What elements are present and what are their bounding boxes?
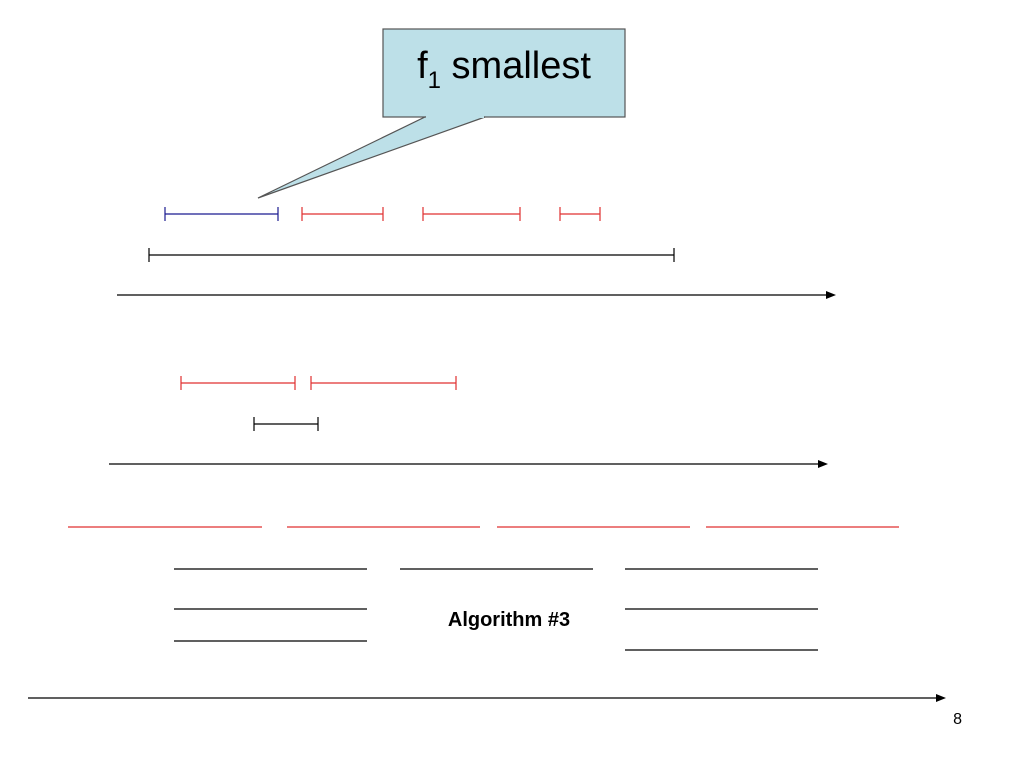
interval [148,248,675,262]
intervals-3: Algorithm #3 [28,526,946,702]
callout-main: f [417,45,428,87]
callout-suffix: smallest [441,45,591,87]
arrow-head [826,291,836,299]
arrow-head [936,694,946,702]
arrow-head [818,460,828,468]
callout-pointer [257,116,486,199]
interval [310,376,457,390]
interval [164,207,279,221]
interval [559,207,601,221]
interval [301,207,384,221]
intervals-1 [117,207,836,299]
intervals-2 [109,376,828,468]
callout-box [382,28,626,118]
page-number: 8 [953,711,962,728]
interval [253,417,319,431]
callout-text: f1 smallest [417,45,591,94]
algorithm-label: Algorithm #3 [448,609,570,631]
interval [422,207,521,221]
callout: f1 smallest [257,28,626,199]
interval [180,376,296,390]
black-lines [174,568,818,651]
callout-subscript: 1 [428,67,441,94]
